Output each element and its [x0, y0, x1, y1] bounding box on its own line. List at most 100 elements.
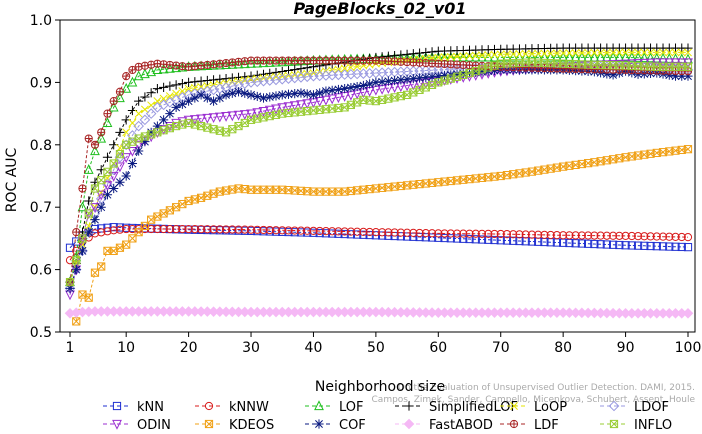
data-point-loop: [521, 49, 530, 58]
data-point-simplifiedlof: [683, 43, 693, 53]
data-point-loop: [490, 50, 499, 59]
data-point-loop: [503, 50, 511, 59]
data-point-inflo: [115, 150, 124, 159]
data-point-simplifiedlof: [421, 47, 431, 58]
data-point-knn: [596, 240, 605, 249]
data-point-inflo: [259, 113, 268, 122]
data-point-knnw: [253, 225, 262, 234]
y-tick-label: 0.7: [30, 200, 52, 216]
legend-item-odin: ODIN: [103, 418, 171, 433]
data-point-knnw: [240, 225, 249, 234]
x-tick-label: 50: [367, 340, 385, 356]
data-point-cof: [352, 81, 362, 92]
series-line-inflo: [69, 61, 688, 283]
data-point-kdeos: [309, 187, 318, 196]
data-point-cof: [296, 88, 306, 98]
series-odin: [65, 58, 693, 301]
data-point-inflo: [97, 176, 106, 185]
data-point-lof: [539, 51, 550, 62]
data-point-cof: [258, 93, 269, 103]
data-point-inflo: [72, 256, 81, 265]
data-point-knnw: [646, 232, 655, 241]
data-point-inflo: [646, 62, 655, 71]
legend-marker-knnw: [204, 401, 214, 411]
data-point-inflo: [109, 159, 118, 168]
data-point-knnw: [159, 224, 168, 234]
data-point-fastabod: [682, 307, 694, 319]
data-point-loop: [496, 50, 505, 59]
data-point-kdeos: [409, 180, 418, 189]
data-point-knnw: [477, 229, 487, 238]
data-point-inflo: [172, 121, 181, 131]
data-point-lof: [626, 51, 637, 62]
series-inflo: [65, 58, 693, 287]
data-point-inflo: [284, 108, 293, 118]
data-point-simplifiedlof: [196, 76, 206, 86]
data-point-odin: [90, 203, 100, 213]
legend-item-lof: LOF: [305, 400, 364, 415]
data-point-inflo: [246, 115, 256, 124]
data-point-knn: [615, 240, 624, 250]
data-point-lof: [96, 132, 107, 143]
data-point-cof: [77, 246, 88, 256]
data-point-knnw: [215, 225, 224, 234]
data-point-kdeos: [271, 185, 281, 194]
data-point-cof: [265, 92, 275, 102]
data-point-loop: [534, 49, 543, 58]
data-point-kdeos: [296, 186, 306, 195]
data-point-knn: [640, 241, 649, 250]
data-point-inflo: [633, 61, 643, 71]
data-point-knnw: [328, 227, 337, 236]
data-point-kdeos: [459, 175, 468, 184]
legend-marker-kdeos: [204, 419, 214, 429]
data-point-kdeos: [265, 185, 274, 194]
data-point-cof: [165, 109, 175, 119]
data-point-cof: [333, 84, 344, 95]
data-point-lof: [208, 59, 219, 70]
data-point-lof: [545, 51, 556, 62]
data-point-loop: [546, 49, 555, 58]
data-point-knnw: [683, 233, 693, 242]
data-point-knnw: [334, 227, 343, 236]
data-point-cof: [190, 93, 200, 103]
data-point-kdeos: [527, 167, 537, 176]
data-point-knnw: [627, 231, 636, 241]
data-point-kdeos: [440, 177, 449, 186]
data-point-kdeos: [315, 187, 324, 196]
data-point-inflo: [621, 61, 630, 70]
data-point-cof: [140, 137, 150, 147]
data-point-odin: [614, 59, 625, 70]
legend-label-cof: COF: [339, 418, 366, 433]
legend-marker-knn: [112, 401, 122, 411]
data-point-inflo: [683, 62, 693, 71]
data-point-simplifiedlof: [414, 48, 425, 58]
data-point-lof: [140, 68, 150, 79]
data-point-inflo: [440, 76, 449, 85]
data-point-kdeos: [396, 181, 405, 191]
data-point-knnw: [565, 231, 574, 240]
data-point-cof: [371, 77, 381, 87]
series-line-ldf: [69, 60, 689, 283]
data-point-odin: [121, 153, 132, 163]
data-point-knnw: [427, 229, 437, 238]
data-point-knnw: [315, 226, 324, 236]
data-point-simplifiedlof: [190, 77, 200, 87]
data-point-odin: [115, 162, 125, 173]
data-point-kdeos: [415, 180, 424, 189]
data-point-knnw: [390, 228, 399, 237]
data-point-odin: [108, 171, 119, 182]
data-point-inflo: [658, 62, 668, 71]
legend: kNN kNNW LOF SimplifiedLOF LoOP LDOF ODIN KDEOS…: [103, 400, 672, 433]
data-point-knnw: [496, 229, 505, 239]
data-point-inflo: [577, 60, 586, 69]
data-point-inflo: [471, 67, 480, 76]
data-point-cof: [208, 96, 219, 106]
data-point-knnw: [122, 224, 131, 234]
data-point-kdeos: [134, 228, 143, 237]
data-point-odin: [258, 107, 269, 117]
data-point-odin: [271, 104, 281, 115]
data-point-inflo: [390, 93, 399, 102]
data-point-knn: [452, 234, 462, 243]
legend-marker-lof: [314, 400, 324, 411]
data-point-odin: [233, 110, 244, 121]
